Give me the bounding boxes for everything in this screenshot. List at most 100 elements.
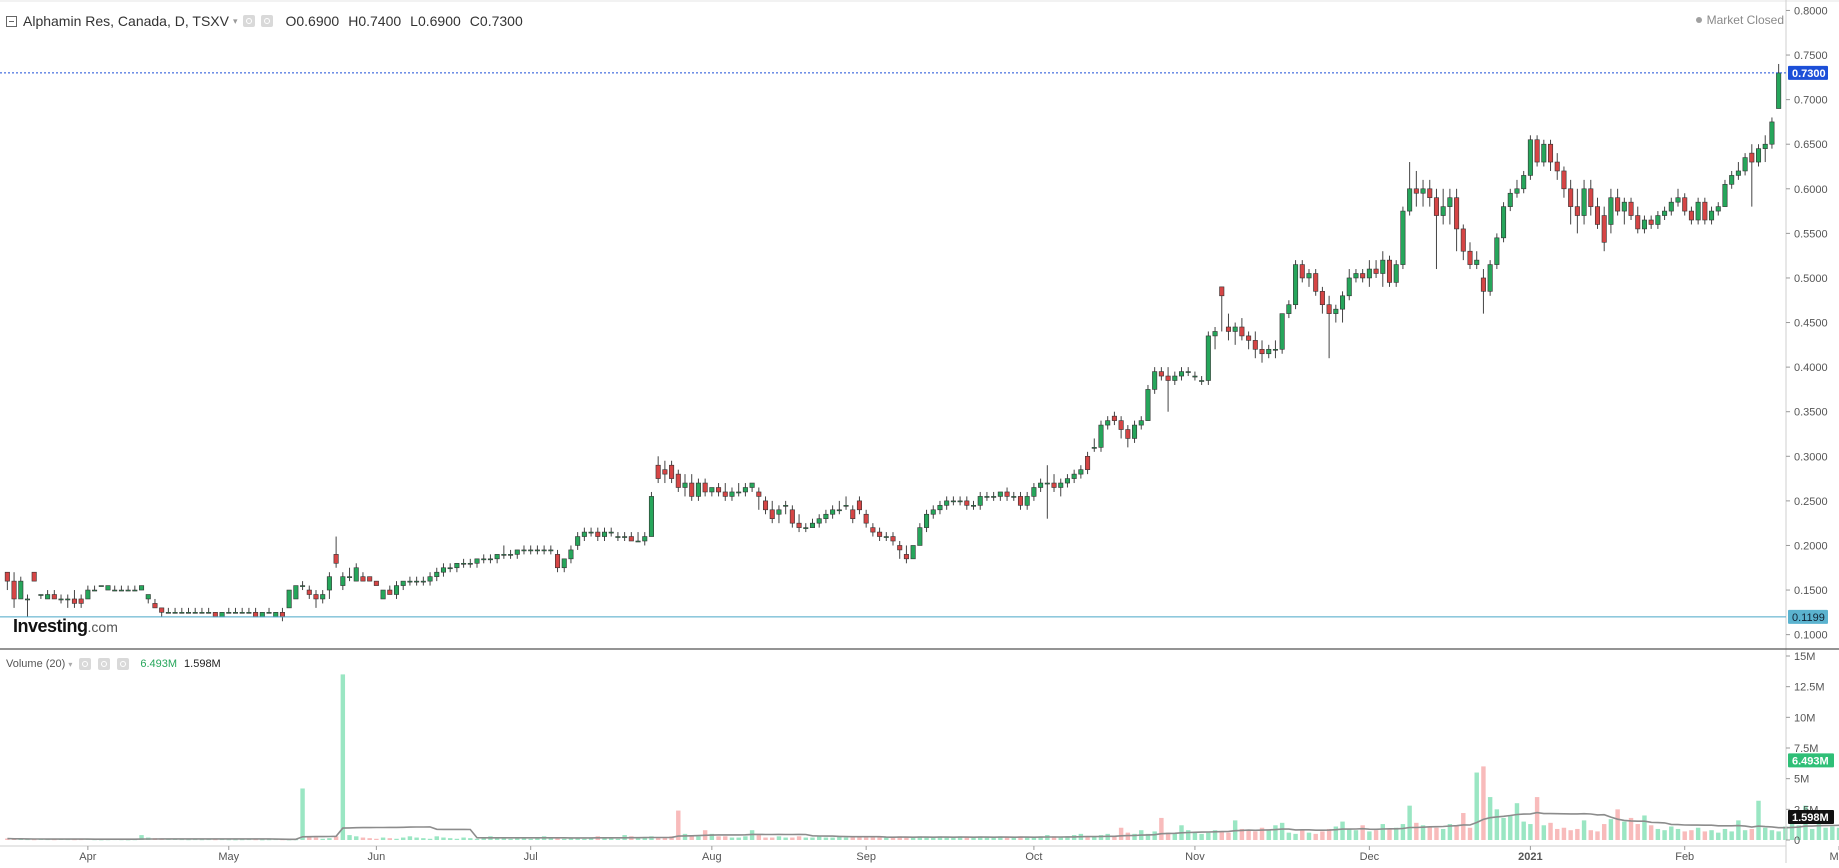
candle-body-down [897, 545, 903, 551]
candle [930, 505, 936, 519]
volume-bar [347, 835, 352, 840]
candle [1729, 170, 1735, 189]
candle-body-down [1386, 259, 1393, 283]
candle [1306, 269, 1312, 287]
candle-body-up [501, 554, 507, 556]
candle-body-up [454, 562, 460, 569]
visibility-icon[interactable] [79, 658, 92, 670]
volume-bar [1742, 830, 1748, 840]
candle-body-up [1232, 326, 1238, 332]
volume-bar [239, 839, 245, 841]
candle-body-up [179, 612, 185, 614]
candle [434, 567, 440, 582]
candle-body-up [648, 496, 654, 537]
candle-body-up [1024, 496, 1030, 506]
candle-body-up [185, 612, 192, 614]
candle [1091, 438, 1097, 452]
volume-bar [1018, 836, 1023, 840]
candle-body-up [581, 531, 587, 537]
candle [581, 527, 587, 541]
candle-body-up [226, 612, 232, 614]
volume-bar [1273, 825, 1278, 840]
candle-body-up [1145, 389, 1151, 421]
candle [38, 594, 44, 599]
candle-body-down [4, 571, 10, 582]
candle-body-up [1205, 335, 1211, 381]
volume-bar [1192, 832, 1198, 840]
volume-bar [1051, 836, 1057, 840]
candle-body-down [1125, 429, 1131, 439]
volume-bar [1528, 824, 1533, 840]
volume-bar [931, 837, 936, 840]
settings-icon[interactable] [261, 15, 274, 27]
candle [1024, 491, 1030, 510]
candle-body-up [380, 589, 386, 600]
candle [1366, 260, 1372, 287]
candle [1346, 269, 1352, 301]
candle-body-down [373, 580, 379, 586]
volume-label[interactable]: Volume (20) [6, 658, 66, 670]
candle-body-up [575, 536, 581, 546]
candle-body-up [1185, 371, 1191, 373]
candle-body-up [85, 589, 91, 600]
candle-body-up [353, 567, 359, 582]
candle [185, 607, 192, 614]
candle-body-up [467, 562, 473, 565]
time-tick-label: May [218, 851, 239, 863]
candle-body-up [608, 531, 614, 534]
candle [1776, 63, 1782, 109]
candle [65, 594, 71, 608]
symbol-title[interactable]: Alphamin Res, Canada, D, TSXV [23, 13, 229, 29]
candle [1675, 188, 1681, 207]
volume-bar [1555, 828, 1560, 840]
volume-bar [1165, 832, 1171, 840]
candle-body-up [1393, 264, 1399, 283]
candle-body-up [45, 594, 51, 600]
price-tick-label: 0.1000 [1794, 630, 1828, 642]
volume-bar [400, 837, 406, 840]
candle-body-up [1071, 473, 1077, 479]
volume-bar [1373, 830, 1379, 840]
candle-body-up [1742, 157, 1748, 172]
candle-body-up [1447, 197, 1453, 207]
collapse-icon[interactable] [6, 15, 17, 27]
candle [1474, 251, 1480, 270]
candle [1225, 313, 1231, 341]
chevron-down-icon[interactable]: ▾ [68, 659, 73, 669]
candle [1353, 269, 1359, 283]
candle [924, 509, 930, 533]
candle [1078, 465, 1084, 479]
candle-body-up [206, 612, 212, 614]
candle [541, 545, 547, 555]
close-icon[interactable] [117, 658, 130, 670]
candle-body-down [1299, 264, 1305, 279]
visibility-icon[interactable] [243, 15, 256, 27]
candle-body-down [756, 491, 762, 497]
candle-body-up [1709, 210, 1715, 221]
candle [293, 585, 299, 600]
settings-icon[interactable] [98, 658, 111, 670]
candle-body-up [165, 612, 171, 614]
volume-bar [1266, 830, 1271, 840]
volume-bar [689, 835, 694, 840]
candle-body-up [1655, 215, 1661, 225]
volume-bar [870, 837, 876, 840]
candle [1272, 340, 1278, 359]
volume-bar [1024, 837, 1030, 840]
candle-body-down [903, 554, 909, 560]
candle-body-down [1688, 210, 1694, 221]
candle [1313, 269, 1319, 296]
candle-body-up [98, 585, 104, 587]
volume-bar [1615, 809, 1620, 840]
candle-body-up [1366, 268, 1372, 279]
candle-body-up [1333, 308, 1339, 314]
candle-body-up [340, 576, 346, 586]
volume-bar [770, 837, 775, 840]
chevron-down-icon[interactable]: ▾ [232, 15, 238, 26]
volume-bar [1333, 826, 1339, 840]
candle [487, 554, 493, 564]
volume-bar [957, 836, 963, 840]
candle-body-up [320, 594, 326, 600]
candle [393, 581, 400, 599]
candle-body-up [1152, 371, 1158, 390]
